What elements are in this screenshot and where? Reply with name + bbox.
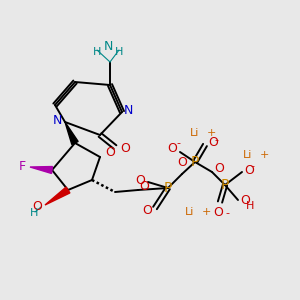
Text: H: H xyxy=(30,208,38,218)
Text: O: O xyxy=(177,156,187,169)
Text: Li: Li xyxy=(243,150,253,160)
Text: O: O xyxy=(208,136,218,149)
Text: +: + xyxy=(260,150,269,160)
Text: O: O xyxy=(213,206,223,219)
Text: H: H xyxy=(246,201,254,211)
Text: O: O xyxy=(142,205,152,218)
Polygon shape xyxy=(65,122,78,145)
Text: +: + xyxy=(202,207,211,217)
Text: Li: Li xyxy=(185,207,195,217)
Text: H: H xyxy=(115,47,123,57)
Text: H: H xyxy=(93,47,101,57)
Text: O: O xyxy=(105,146,115,158)
Text: P: P xyxy=(221,178,229,192)
Text: O: O xyxy=(240,194,250,208)
Text: -: - xyxy=(250,161,254,171)
Text: O: O xyxy=(120,142,130,155)
Text: O: O xyxy=(244,164,254,176)
Text: N: N xyxy=(52,115,62,128)
Text: O: O xyxy=(135,175,145,188)
Text: O: O xyxy=(167,142,177,155)
Text: -: - xyxy=(225,208,229,218)
Text: F: F xyxy=(19,160,26,173)
Text: P: P xyxy=(164,181,172,195)
Text: -: - xyxy=(214,135,218,145)
Text: N: N xyxy=(124,104,134,118)
Text: O: O xyxy=(214,161,224,175)
Text: O: O xyxy=(32,200,42,212)
Text: Li: Li xyxy=(190,128,200,138)
Text: +: + xyxy=(207,128,216,138)
Text: N: N xyxy=(103,40,113,53)
Text: P: P xyxy=(191,155,199,169)
Polygon shape xyxy=(45,187,70,205)
Text: -: - xyxy=(176,138,180,148)
Polygon shape xyxy=(30,167,52,173)
Text: O: O xyxy=(139,179,149,193)
